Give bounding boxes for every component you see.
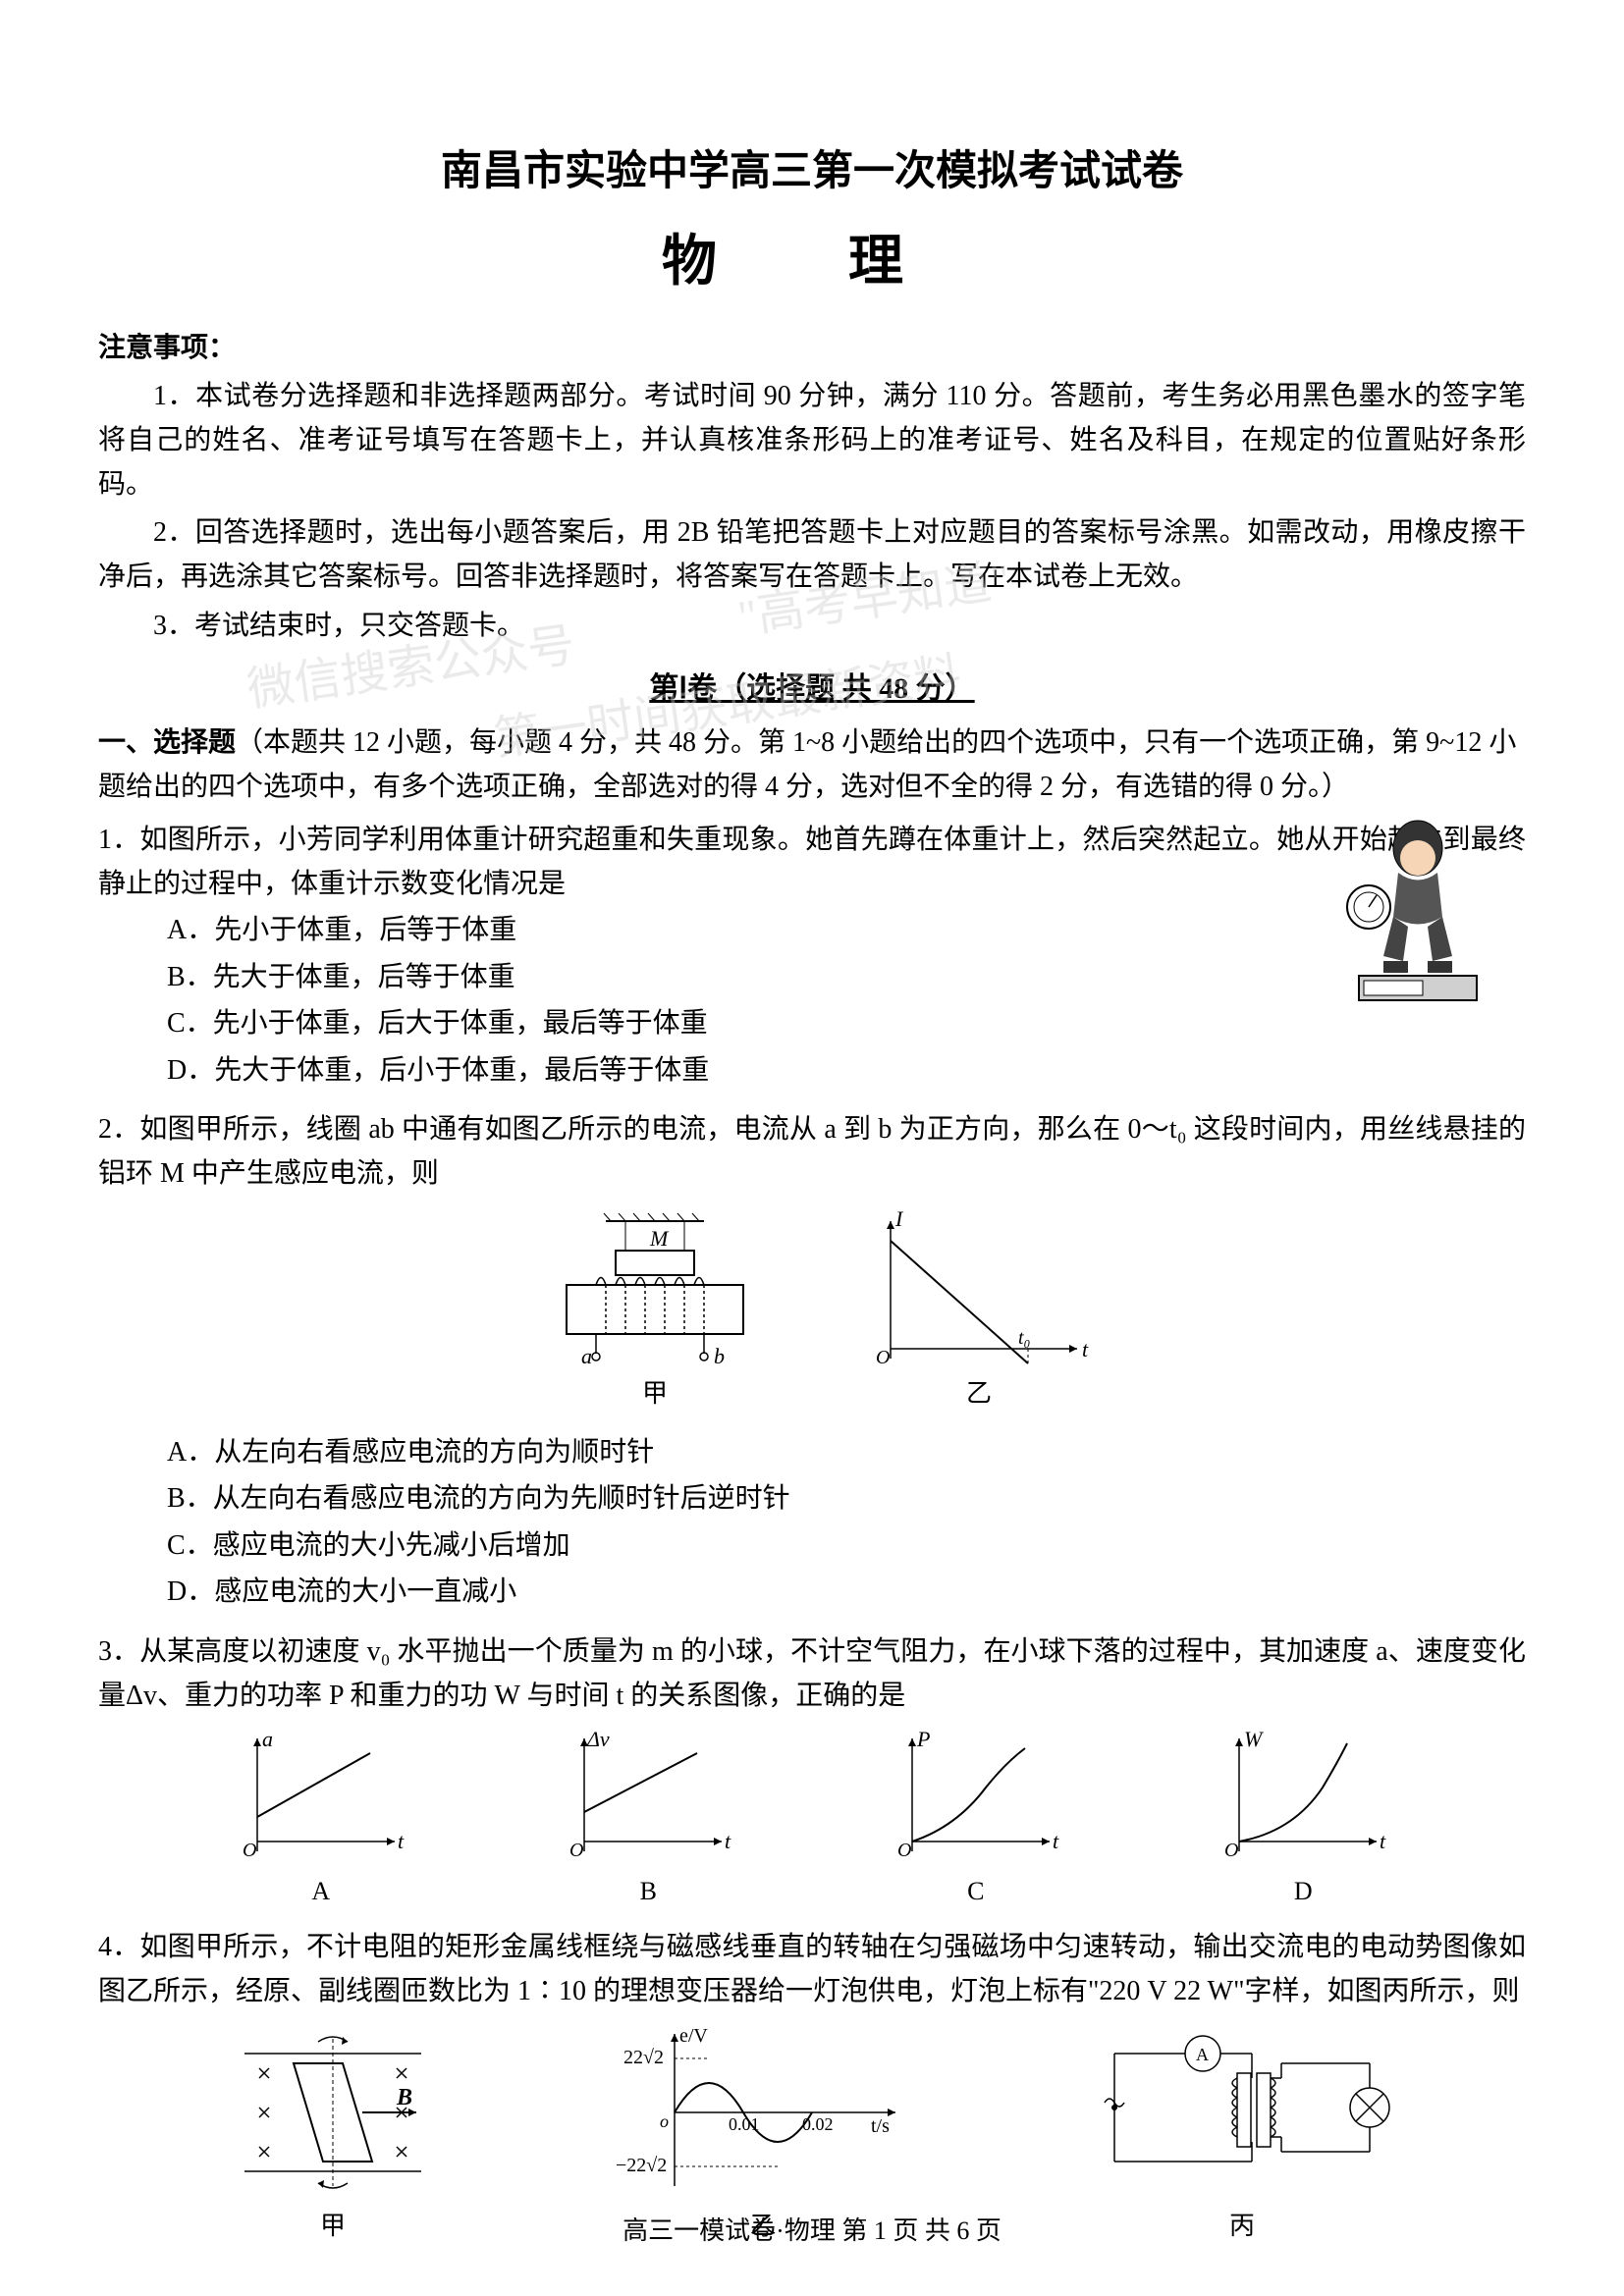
q3-graph-b: Δv t O B [560, 1729, 736, 1912]
page-footer: 高三一模试卷·物理 第 1 页 共 6 页 [0, 2211, 1624, 2247]
q2-text: 2．如图甲所示，线圈 ab 中通有如图乙所示的电流，电流从 a 到 b 为正方向… [98, 1108, 1526, 1197]
question-section-header: 一、选择题（本题共 12 小题，每小题 4 分，共 48 分。第 1~8 小题给… [98, 721, 1526, 810]
svg-text:t: t [1082, 1337, 1089, 1362]
q2-figure-2: t I O t₀ 乙 [861, 1211, 1097, 1415]
q3-graph-d: W t O D [1215, 1729, 1391, 1912]
q4-emf-min: −22√2 [616, 2155, 667, 2176]
q3-graph-c: P t O C [888, 1729, 1064, 1912]
q4-emf-max: 22√2 [623, 2047, 664, 2068]
q3-graph-a: a t O A [233, 1729, 409, 1912]
q2-option-b: B．从左向右看感应电流的方向为先顺时针后逆时针 [98, 1475, 1526, 1522]
q3-label-c: C [888, 1871, 1064, 1912]
q3-label-b: B [560, 1871, 736, 1912]
q1-option-b: B．先大于体重，后等于体重 [98, 954, 1526, 1001]
q3c-origin: O [897, 1840, 911, 1861]
q3c-ylabel: P [916, 1729, 930, 1751]
svg-text:O: O [876, 1347, 890, 1368]
notice-header: 注意事项： [98, 326, 1526, 365]
q3b-ylabel: Δv [586, 1729, 610, 1751]
q4-emf-origin: o [660, 2111, 669, 2131]
question-3: 3．从某高度以初速度 v₀ 水平抛出一个质量为 m 的小球，不计空气阻力，在小球… [98, 1630, 1526, 1911]
notice-item-3: 3．考试结束时，只交答题卡。 [98, 605, 1526, 649]
q3-graphs: a t O A Δv t O B [98, 1729, 1526, 1912]
question-4: 4．如图甲所示，不计电阻的矩形金属线框绕与磁感线垂直的转轴在匀强磁场中匀速转动，… [98, 1926, 1526, 2246]
notice-item-1: 1．本试卷分选择题和非选择题两部分。考试时间 90 分钟，满分 110 分。答题… [98, 375, 1526, 507]
q2-option-a: A．从左向右看感应电流的方向为顺时针 [98, 1429, 1526, 1476]
svg-text:a: a [581, 1344, 592, 1368]
q3b-origin: O [569, 1840, 583, 1861]
q2-option-d: D．感应电流的大小一直减小 [98, 1569, 1526, 1616]
q2-option-c: C．感应电流的大小先减小后增加 [98, 1522, 1526, 1570]
svg-text:t₀: t₀ [1018, 1327, 1031, 1349]
svg-text:I: I [894, 1211, 904, 1231]
q2-fig1-label: 甲 [527, 1373, 783, 1415]
q3d-xlabel: t [1380, 1829, 1386, 1853]
q2-figures: M a b 甲 t I O [98, 1211, 1526, 1415]
q3-label-a: A [233, 1871, 409, 1912]
q4-emf-ylabel: e/V [679, 2025, 708, 2047]
q3-label-d: D [1215, 1871, 1391, 1912]
q1-text: 1．如图所示，小芳同学利用体重计研究超重和失重现象。她首先蹲在体重计上，然后突然… [98, 819, 1526, 907]
q3-text: 3．从某高度以初速度 v₀ 水平抛出一个质量为 m 的小球，不计空气阻力，在小球… [98, 1630, 1526, 1719]
q1-option-c: C．先小于体重，后大于体重，最后等于体重 [98, 1000, 1526, 1047]
q3c-xlabel: t [1053, 1829, 1059, 1853]
q3a-xlabel: t [398, 1829, 405, 1853]
exam-title: 南昌市实验中学高三第一次模拟考试试卷 [98, 137, 1526, 197]
question-2: 2．如图甲所示，线圈 ab 中通有如图乙所示的电流，电流从 a 到 b 为正方向… [98, 1108, 1526, 1616]
q3b-xlabel: t [725, 1829, 731, 1853]
q1-option-a: A．先小于体重，后等于体重 [98, 907, 1526, 954]
svg-text:b: b [714, 1344, 725, 1368]
q3a-ylabel: a [262, 1729, 273, 1751]
q4-ammeter-label: A [1196, 2045, 1209, 2064]
svg-text:M: M [649, 1226, 670, 1251]
q2-fig2-label: 乙 [861, 1373, 1097, 1415]
q1-figure [1329, 819, 1506, 1015]
notice-item-2: 2．回答选择题时，选出每小题答案后，用 2B 铅笔把答题卡上对应题目的答案标号涂… [98, 511, 1526, 600]
section-title: 第Ⅰ卷（选择题 共 48 分） [98, 664, 1526, 707]
question-header-prefix: 一、选择题 [98, 727, 236, 758]
q4-text: 4．如图甲所示，不计电阻的矩形金属线框绕与磁感线垂直的转轴在匀强磁场中匀速转动，… [98, 1926, 1526, 2014]
exam-subject: 物 理 [98, 217, 1526, 296]
q4-b-label: B [396, 2085, 412, 2110]
question-1: 1．如图所示，小芳同学利用体重计研究超重和失重现象。她首先蹲在体重计上，然后突然… [98, 819, 1526, 1094]
q3d-origin: O [1224, 1840, 1238, 1861]
q2-figure-1: M a b 甲 [527, 1211, 783, 1415]
q4-emf-t2: 0.02 [802, 2114, 834, 2134]
q4-emf-t1: 0.01 [729, 2114, 760, 2134]
q1-option-d: D．先大于体重，后小于体重，最后等于体重 [98, 1047, 1526, 1095]
q4-emf-xlabel: t/s [871, 2115, 890, 2137]
question-header-desc: （本题共 12 小题，每小题 4 分，共 48 分。第 1~8 小题给出的四个选… [98, 727, 1516, 802]
q3d-ylabel: W [1244, 1729, 1264, 1751]
q3a-origin: O [243, 1840, 256, 1861]
